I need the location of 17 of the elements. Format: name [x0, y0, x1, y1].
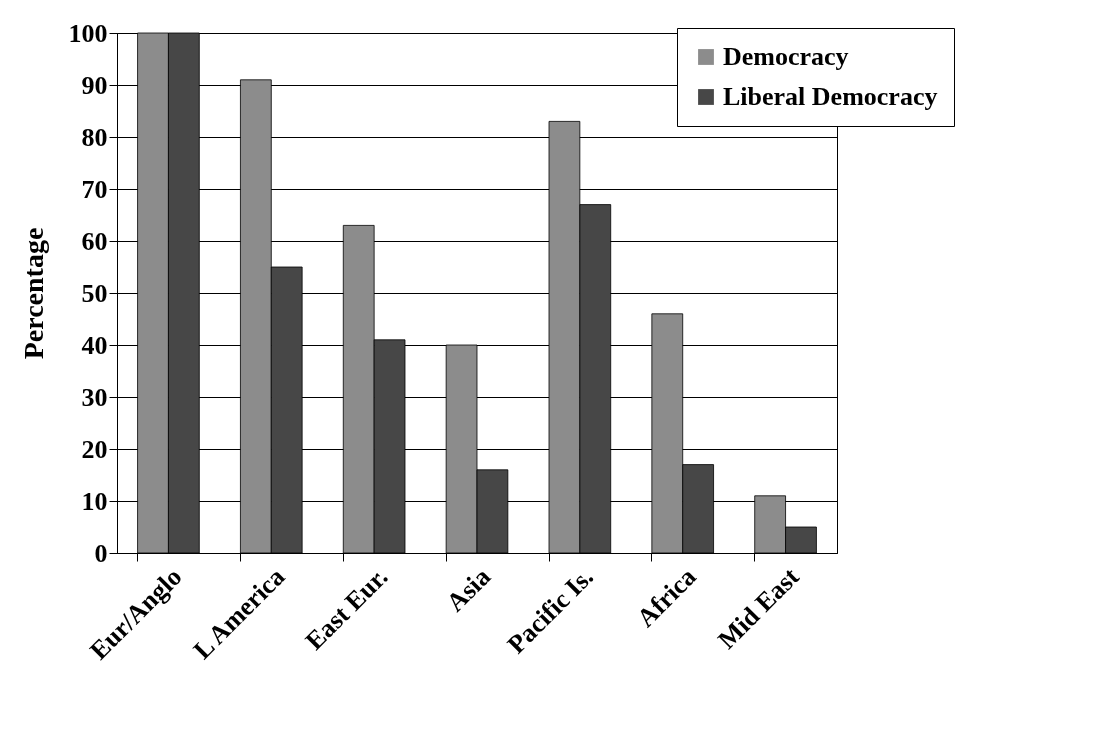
y-tick-label: 30: [81, 382, 108, 412]
legend-label: Liberal Democracy: [723, 82, 938, 111]
x-tick-label: East Eur.: [299, 562, 394, 656]
x-tick-label: Mid East: [712, 561, 805, 655]
y-tick-label: 0: [94, 538, 108, 568]
y-tick-label: 50: [81, 278, 108, 308]
legend-label: Democracy: [723, 42, 849, 71]
y-tick-label: 80: [81, 122, 108, 152]
y-tick-label: 40: [81, 330, 108, 360]
y-tick-label: 90: [81, 70, 108, 100]
x-tick-label: Asia: [440, 562, 497, 618]
y-tick-label: 100: [68, 18, 108, 48]
y-tick-label: 10: [81, 486, 108, 516]
y-tick-label: 20: [81, 434, 108, 464]
y-axis-title: Percentage: [17, 227, 49, 360]
y-tick-label: 60: [81, 226, 108, 256]
y-tick-label: 70: [81, 174, 108, 204]
